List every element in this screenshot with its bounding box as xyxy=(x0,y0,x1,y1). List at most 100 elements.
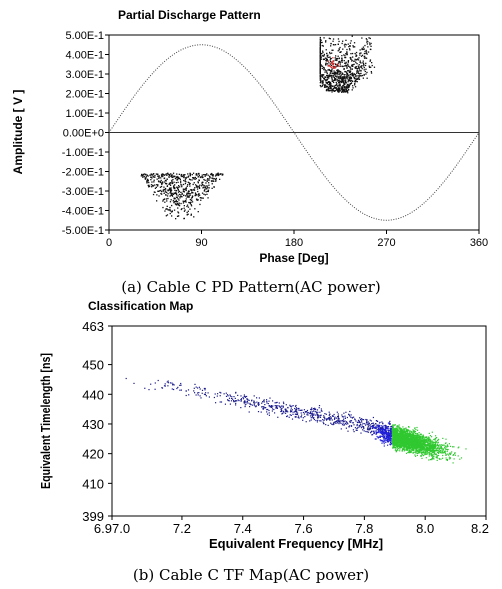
chart-a-point xyxy=(332,66,334,68)
chart-b-point xyxy=(422,437,424,439)
chart-a-point xyxy=(323,78,325,80)
chart-b-point xyxy=(399,432,401,434)
chart-a-point xyxy=(156,178,158,180)
chart-b-point xyxy=(418,448,420,450)
chart-b-point xyxy=(399,436,401,438)
chart-a-point xyxy=(345,90,347,92)
chart-a-point xyxy=(206,179,208,181)
chart-a-point xyxy=(338,40,340,43)
chart-b-point xyxy=(234,400,236,402)
chart-b-point xyxy=(272,405,274,407)
chart-a-point xyxy=(172,193,175,195)
chart-a-point xyxy=(344,89,346,91)
chart-a-point xyxy=(350,80,352,82)
chart-b-point xyxy=(432,457,434,459)
chart-a-point xyxy=(363,65,365,67)
chart-a-point xyxy=(323,37,325,39)
chart-a-point xyxy=(166,191,168,194)
chart-b-point xyxy=(331,419,333,421)
chart-a-point xyxy=(158,190,161,192)
chart-a-point xyxy=(319,47,321,49)
chart-a-point xyxy=(330,45,332,47)
chart-b-point xyxy=(309,415,312,417)
chart-b-point xyxy=(337,417,339,419)
chart-a-point xyxy=(207,190,209,193)
chart-b-point xyxy=(426,453,428,455)
chart-b-point xyxy=(337,416,339,418)
chart-b-point xyxy=(446,459,448,461)
chart-b-point xyxy=(415,442,417,444)
chart-a-point xyxy=(177,188,179,190)
chart-a-point xyxy=(354,86,357,88)
chart-a-point xyxy=(161,182,163,184)
chart-a-point xyxy=(322,55,324,57)
chart-a-point xyxy=(321,67,323,70)
chart-b-point xyxy=(231,397,233,400)
chart-b-point xyxy=(387,437,389,439)
chart-b-point xyxy=(330,422,332,424)
chart-b-point xyxy=(403,434,405,436)
chart-b-point xyxy=(449,457,451,459)
chart-a-point xyxy=(174,203,177,205)
chart-a-point xyxy=(349,49,351,51)
chart-a-point xyxy=(198,186,201,188)
chart-a-point xyxy=(168,174,170,177)
chart-a-point xyxy=(331,61,333,63)
chart-b-point xyxy=(333,418,336,420)
chart-b-point xyxy=(394,438,396,440)
chart-b-xtick-label: 7.8 xyxy=(355,521,373,536)
chart-a-point xyxy=(319,64,321,66)
chart-a-point xyxy=(202,184,204,186)
chart-b-point xyxy=(444,446,446,448)
chart-b-point xyxy=(394,449,396,451)
chart-a-point xyxy=(356,67,359,70)
chart-b-point xyxy=(418,444,420,446)
chart-b-ytick-label: 440 xyxy=(82,387,104,402)
chart-b-point xyxy=(459,458,461,460)
chart-a-point xyxy=(153,179,155,181)
chart-a-point xyxy=(150,184,153,186)
chart-b-point xyxy=(311,415,313,417)
chart-a-xtick-label: 0 xyxy=(106,237,112,249)
chart-b-point xyxy=(361,424,363,426)
chart-b-point xyxy=(406,442,408,444)
chart-b-point xyxy=(409,440,411,442)
chart-b-point xyxy=(386,439,388,441)
chart-a-point xyxy=(338,65,340,67)
chart-a-point xyxy=(331,70,333,72)
chart-a-point xyxy=(335,72,337,74)
chart-a-point xyxy=(320,56,322,59)
chart-b-point xyxy=(398,444,401,446)
chart-b-point xyxy=(416,442,418,444)
chart-b-ytick-label: 450 xyxy=(82,358,104,373)
chart-a-point xyxy=(347,70,349,72)
chart-a-point xyxy=(365,49,367,52)
chart-b-point xyxy=(384,439,386,441)
chart-b-point xyxy=(333,413,335,416)
chart-a-point xyxy=(169,206,171,209)
chart-a-point xyxy=(334,59,336,61)
chart-a-point xyxy=(201,182,203,184)
chart-a-point xyxy=(160,185,163,188)
chart-a-point xyxy=(324,79,326,81)
chart-b-point xyxy=(179,389,181,391)
chart-a-point xyxy=(158,175,160,177)
chart-a-point xyxy=(348,46,350,48)
chart-a-point xyxy=(190,213,192,215)
chart-b-point xyxy=(420,445,422,447)
chart-b-point xyxy=(403,431,405,434)
chart-a-point xyxy=(322,66,325,69)
chart-b-point xyxy=(351,417,353,419)
chart-b-point xyxy=(429,448,431,450)
chart-b-point xyxy=(400,431,403,433)
chart-a-point xyxy=(319,67,321,69)
chart-b-point xyxy=(157,379,159,382)
chart-b-point xyxy=(391,439,394,441)
chart-a-point xyxy=(343,54,345,56)
chart-b-point xyxy=(441,450,444,452)
chart-b-point xyxy=(409,430,411,432)
chart-b-point xyxy=(389,437,391,439)
chart-b-point xyxy=(401,429,403,431)
chart-a-point xyxy=(322,80,324,82)
